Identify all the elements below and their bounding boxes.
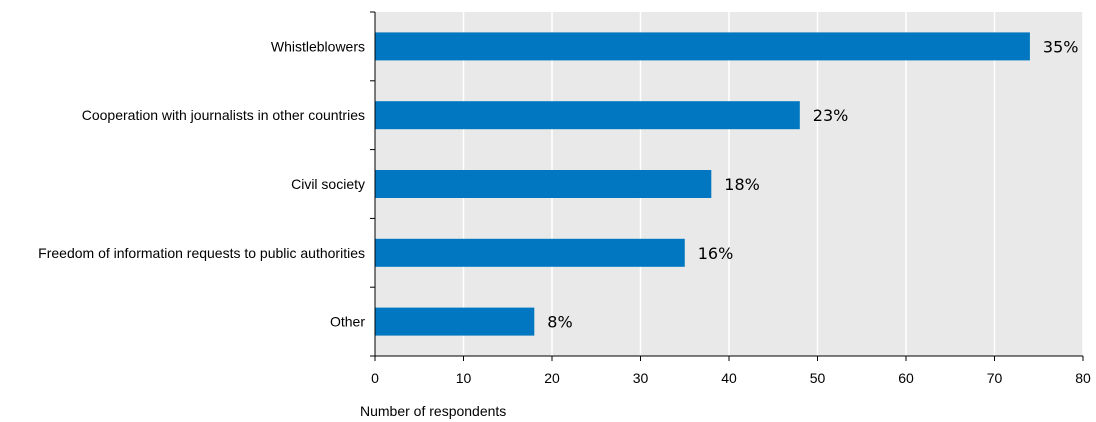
data-label-0: 35% [1043,37,1079,56]
labels: 0 10 20 30 40 50 60 70 80 Whistleblowers 35% Cooper… [38,37,1091,386]
bars [375,32,1030,336]
x-tick-label-40: 40 [721,370,737,386]
x-tick-label-30: 30 [633,370,649,386]
data-label-4: 8% [547,313,572,332]
category-label-4: Other [330,314,365,330]
x-tick-label-20: 20 [544,370,560,386]
category-label-3: Freedom of information requests to publi… [38,245,365,261]
x-tick-label-0: 0 [371,370,379,386]
category-label-0: Whistleblowers [271,38,365,54]
bar-4 [375,307,535,336]
x-tick-label-70: 70 [987,370,1003,386]
bar-0 [375,32,1030,61]
x-tick-label-10: 10 [456,370,472,386]
data-label-2: 18% [724,175,760,194]
bar-2 [375,170,712,198]
bar-1 [375,101,800,130]
category-label-1: Cooperation with journalists in other co… [82,107,365,123]
x-tick-label-80: 80 [1075,370,1091,386]
axes [370,11,1084,361]
bar-3 [375,238,685,267]
x-tick-label-60: 60 [898,370,914,386]
x-axis-title: Number of respondents [360,403,506,419]
category-label-2: Civil society [291,176,365,192]
data-label-1: 23% [813,106,849,125]
data-label-3: 16% [698,244,734,263]
x-tick-label-50: 50 [810,370,826,386]
